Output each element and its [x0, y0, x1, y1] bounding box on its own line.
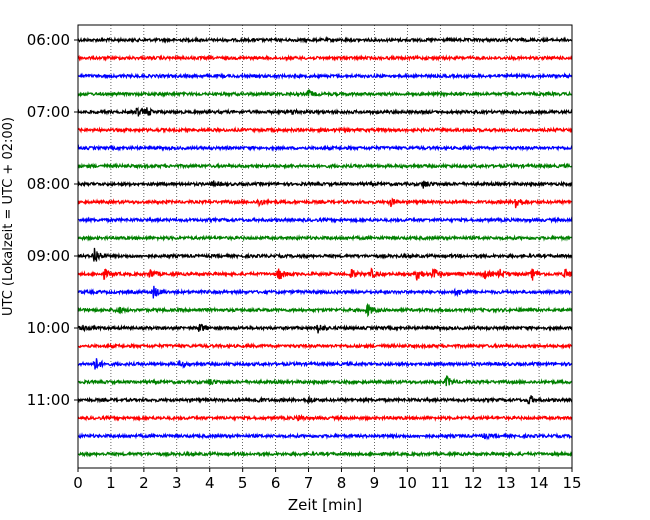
y-axis: 06:00 07:00 08:00 09:00 10:00 11:00	[27, 31, 78, 409]
plot-frame	[77, 24, 573, 469]
trace-0915	[77, 267, 573, 281]
trace-0815	[77, 197, 573, 209]
trace-1130	[77, 432, 573, 441]
x-tick-label: 2	[139, 474, 149, 492]
x-tick-label: 11	[431, 474, 450, 492]
x-tick-label: 12	[464, 474, 483, 492]
x-axis-label: Zeit [min]	[288, 496, 362, 514]
trace-0845	[77, 234, 573, 242]
trace-1045	[77, 375, 573, 387]
x-tick-label: 10	[398, 474, 417, 492]
trace-0630	[77, 72, 573, 80]
trace-0600	[77, 36, 573, 44]
grid-lines	[110, 25, 540, 468]
y-tick-label: 10:00	[27, 319, 70, 337]
x-tick-label: 9	[370, 474, 380, 492]
y-tick-label: 07:00	[27, 103, 70, 121]
x-tick-label: 3	[172, 474, 182, 492]
x-tick-label: 14	[530, 474, 549, 492]
trace-1030	[77, 358, 573, 370]
trace-0715	[77, 126, 573, 134]
trace-1115	[77, 413, 573, 422]
x-tick-label: 8	[337, 474, 347, 492]
x-tick-label: 6	[271, 474, 281, 492]
x-tick-label: 13	[497, 474, 516, 492]
x-tick-label: 5	[238, 474, 248, 492]
trace-group	[77, 36, 573, 458]
trace-0745	[77, 162, 573, 170]
trace-1145	[77, 450, 573, 458]
trace-0730	[77, 144, 573, 152]
trace-1000	[77, 323, 573, 334]
trace-0645	[77, 89, 573, 98]
trace-0800	[77, 180, 573, 189]
y-tick-label: 08:00	[27, 175, 70, 193]
trace-0830	[77, 216, 573, 224]
trace-1015	[77, 342, 573, 350]
trace-0615	[77, 54, 573, 62]
x-tick-label: 7	[304, 474, 314, 492]
trace-0700	[77, 106, 573, 117]
y-tick-label: 11:00	[27, 391, 70, 409]
x-tick-label: 4	[205, 474, 215, 492]
y-axis-label: UTC (Lokalzeit = UTC + 02:00)	[1, 117, 16, 316]
y-tick-label: 06:00	[27, 31, 70, 49]
trace-0900	[77, 247, 573, 262]
x-tick-label: 15	[562, 474, 581, 492]
y-tick-label: 09:00	[27, 247, 70, 265]
trace-0945	[77, 302, 573, 318]
x-tick-label: 1	[106, 474, 116, 492]
x-tick-label: 0	[73, 474, 83, 492]
trace-0930	[77, 285, 573, 299]
trace-1100	[77, 394, 573, 405]
x-axis: 0 1 2 3 4 5 6 7 8 9 10 11 12 13 14 15	[73, 468, 582, 492]
